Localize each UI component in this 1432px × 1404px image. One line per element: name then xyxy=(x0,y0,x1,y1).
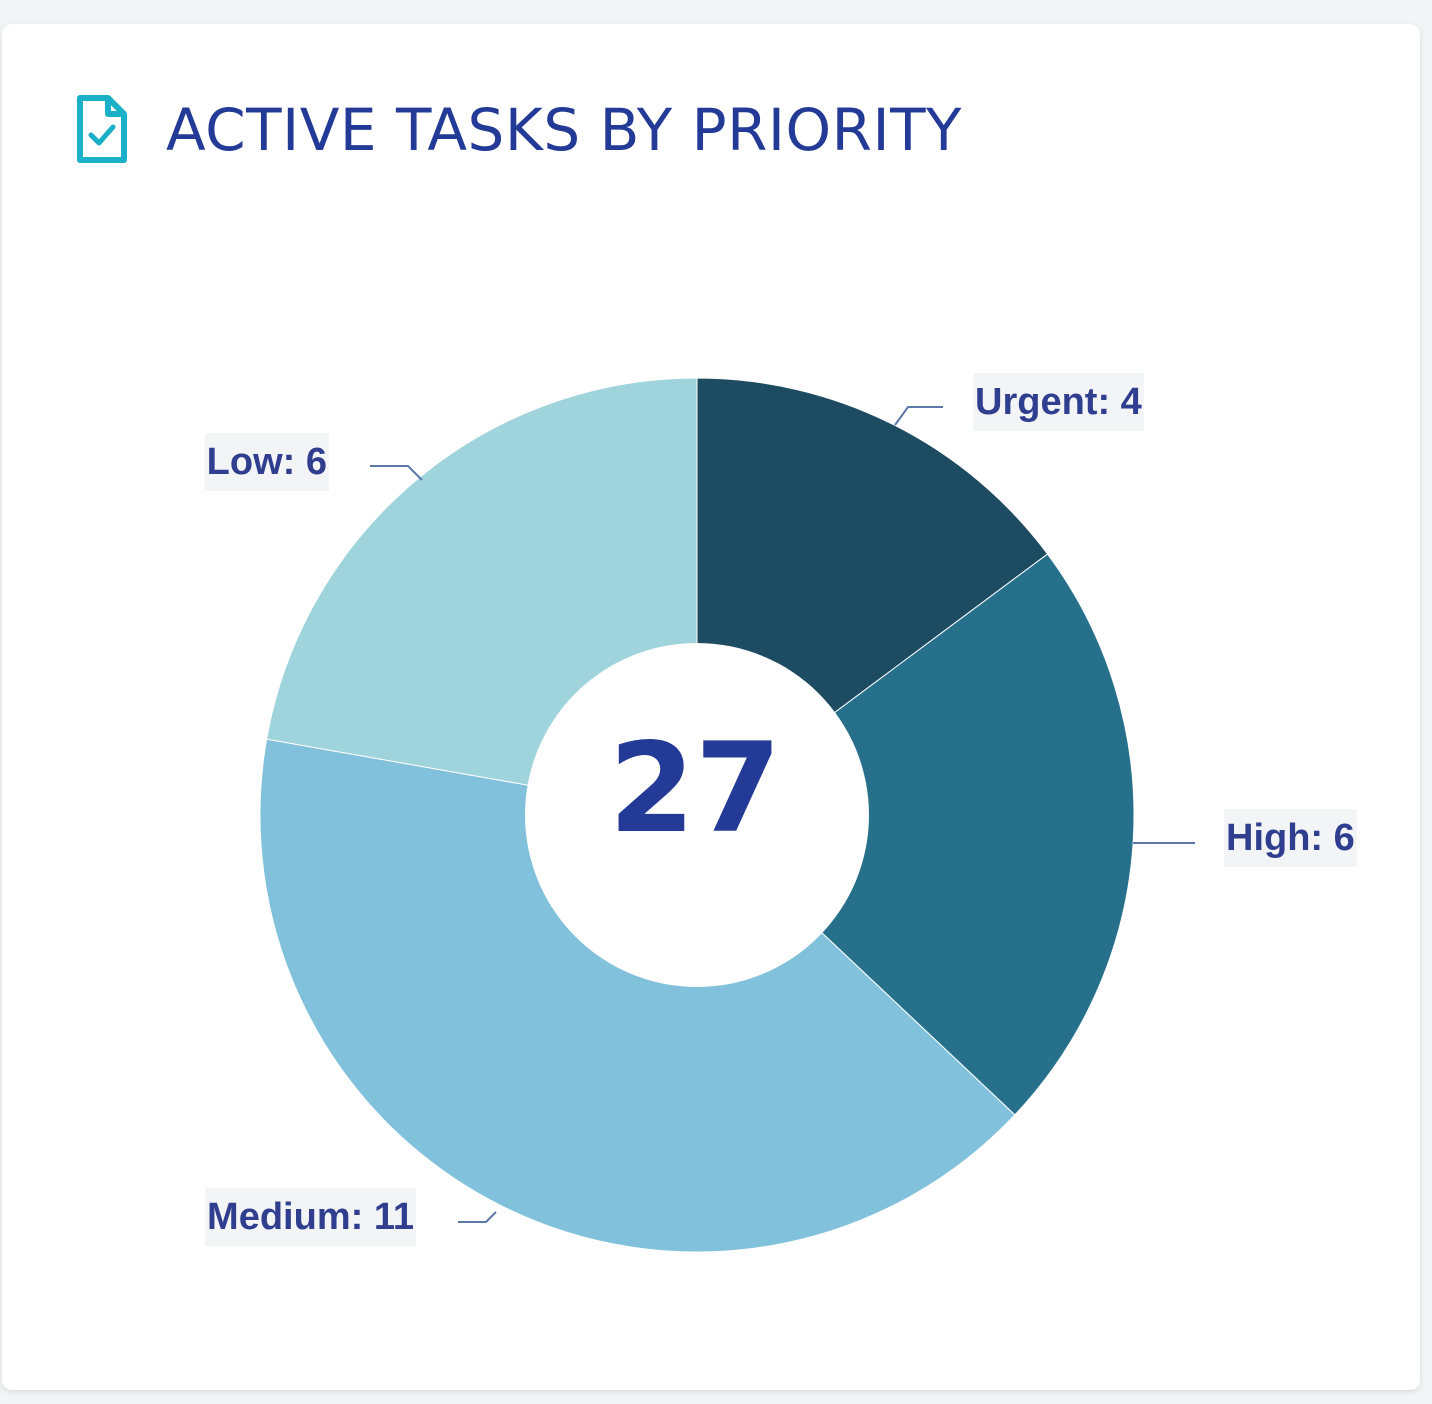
slice-labels: Urgent: 4 High: 6 Medium: 11 Low: 6 xyxy=(204,373,1357,1246)
slice-label-medium: Medium: 11 xyxy=(205,1188,416,1246)
donut-hole xyxy=(525,643,869,987)
slice-label-text: Urgent: 4 xyxy=(975,381,1142,423)
slice-label-bg xyxy=(204,433,329,491)
slice-high[interactable] xyxy=(696,553,1135,1116)
slice-label-bg xyxy=(205,1188,416,1246)
leader-line-medium xyxy=(458,1211,497,1223)
card-title: ACTIVE TASKS BY PRIORITY xyxy=(166,96,962,164)
leader-line-urgent xyxy=(894,406,943,426)
slice-label-low: Low: 6 xyxy=(204,433,329,491)
slice-label-bg xyxy=(973,373,1144,431)
slice-label-bg xyxy=(1224,809,1357,867)
slice-label-text: High: 6 xyxy=(1226,817,1355,859)
document-check-icon xyxy=(77,95,127,163)
leader-lines xyxy=(370,406,1195,1223)
leader-line-low xyxy=(370,465,423,481)
center-total: 27 xyxy=(609,717,782,861)
slice-label-high: High: 6 xyxy=(1224,809,1357,867)
slice-label-urgent: Urgent: 4 xyxy=(973,373,1144,431)
slice-medium[interactable] xyxy=(259,738,1016,1253)
slice-label-text: Medium: 11 xyxy=(207,1196,414,1238)
slice-label-text: Low: 6 xyxy=(207,441,327,483)
card-header: ACTIVE TASKS BY PRIORITY xyxy=(74,94,962,166)
